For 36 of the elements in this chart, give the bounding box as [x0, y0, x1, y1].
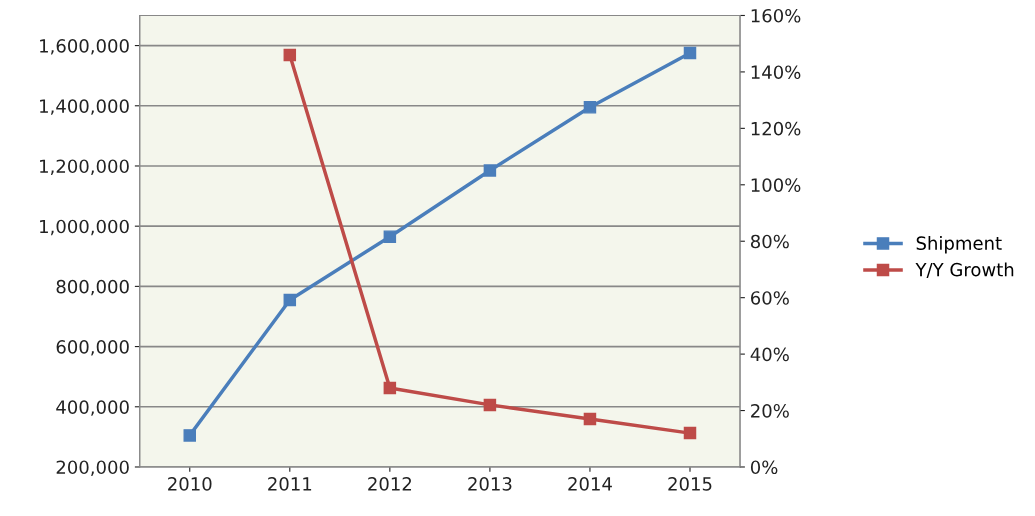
y-tick-label: 1,200,000 — [40, 159, 129, 175]
point — [283, 293, 297, 307]
point — [183, 429, 197, 442]
y-tick-label: 200,000 — [56, 460, 129, 476]
y-tick-label: 1,600,000 — [40, 39, 129, 55]
x-tick-label: 2010 — [168, 477, 212, 491]
point — [583, 412, 597, 426]
point — [383, 381, 397, 395]
x-tick-label: 2013 — [468, 477, 512, 491]
y-tick-label: 400,000 — [56, 400, 129, 416]
point — [683, 46, 697, 60]
y-tick-label: 800,000 — [56, 279, 129, 296]
point — [483, 398, 497, 412]
y2-tick-label: 160% — [751, 8, 801, 23]
point — [483, 164, 497, 177]
x-tick-label: 2015 — [668, 477, 712, 491]
y2-tick-label: 60% — [751, 291, 789, 305]
y2-tick-label: 80% — [750, 234, 789, 249]
x-tick-label: 2011 — [268, 477, 312, 491]
y2-tick-label: 20% — [751, 404, 789, 418]
y-tick-label: 1,400,000 — [40, 99, 129, 115]
x-tick-label: 2014 — [568, 477, 612, 491]
y2-tick-label: 140% — [751, 65, 801, 80]
legend-label: Shipment — [916, 236, 1002, 254]
y-tick-label: 600,000 — [56, 340, 129, 356]
point — [683, 426, 697, 440]
point — [283, 48, 297, 62]
y2-tick-label: 100% — [751, 178, 801, 192]
y2-tick-label: 0% — [750, 460, 778, 475]
point — [383, 230, 397, 243]
legend-label: Y/Y Growth — [915, 262, 1014, 278]
y2-tick-label: 40% — [750, 347, 789, 362]
y2-tick-label: 120% — [751, 121, 801, 136]
x-tick-label: 2012 — [368, 477, 412, 491]
point — [583, 101, 597, 114]
y-tick-label: 1,000,000 — [40, 219, 129, 236]
